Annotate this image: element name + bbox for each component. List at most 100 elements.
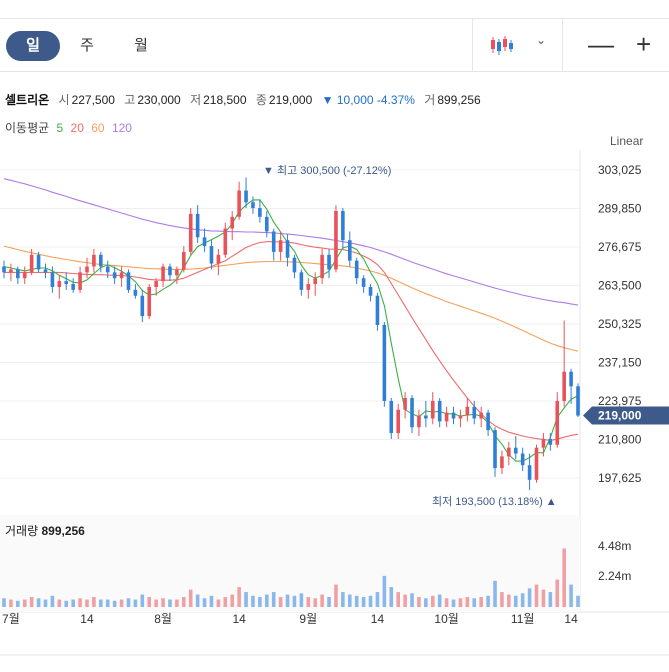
volume-bar — [375, 592, 380, 607]
candle-body — [548, 438, 553, 445]
volume-bar — [209, 595, 214, 607]
volume-value: 899,256 — [437, 93, 481, 107]
volume-bar — [285, 594, 290, 607]
volume-bar — [368, 595, 373, 607]
min-annotation: 최저 193,500 (13.18%) ▲ — [432, 495, 557, 508]
y-tick-label: 197,625 — [598, 471, 642, 485]
candle-body — [258, 208, 262, 217]
candle-body — [64, 281, 69, 285]
zoom-out-button[interactable]: — — [588, 29, 614, 59]
volume-bar — [9, 599, 13, 607]
volume-bar — [403, 594, 407, 607]
close-value: 219,000 — [268, 93, 313, 107]
volume-bar — [534, 584, 539, 607]
volume-bar — [161, 598, 165, 607]
volume-label: 거 — [424, 93, 436, 107]
candle-body — [29, 254, 34, 273]
volume-bar — [513, 595, 518, 607]
volume-bar — [140, 594, 145, 607]
volume-bar — [112, 600, 117, 607]
volume-bar — [562, 548, 566, 607]
volume-bar — [451, 599, 456, 607]
candle-body — [444, 412, 449, 422]
candle-body — [71, 284, 75, 290]
volume-bar — [576, 595, 580, 607]
high-label: 고 — [124, 93, 136, 107]
volume-bar — [500, 592, 504, 607]
ma120-line — [3, 178, 579, 306]
tab-month[interactable]: 월 — [134, 37, 148, 54]
volume-bar — [444, 598, 449, 607]
volume-bar — [50, 595, 55, 607]
candle-body — [403, 398, 407, 410]
volume-bar — [389, 587, 394, 607]
candle-body — [569, 371, 573, 387]
volume-bar — [548, 592, 553, 607]
volume-bar — [216, 599, 221, 607]
candle-body — [133, 289, 138, 296]
volume-panel — [0, 515, 580, 612]
candle-body — [251, 202, 255, 209]
y-tick-label: 223,975 — [598, 394, 642, 408]
candle-body — [188, 213, 193, 252]
tab-week[interactable]: 주 — [80, 37, 94, 54]
candle-body — [424, 415, 428, 419]
volume-title: 거래량 899,256 — [5, 522, 85, 539]
volume-bar — [154, 599, 158, 607]
volume-bar — [527, 588, 532, 607]
candlestick-chart-type-icon[interactable] — [490, 35, 516, 62]
candle-body — [486, 412, 490, 431]
volume-bar — [175, 599, 179, 607]
volume-bar — [168, 599, 172, 607]
volume-bar — [458, 598, 463, 607]
volume-bar — [71, 599, 75, 607]
candle-body — [306, 284, 311, 290]
volume-bar — [147, 597, 152, 607]
ma60-label: 60 — [91, 121, 105, 135]
current-price-label: 219,000 — [598, 409, 642, 423]
tab-day[interactable]: 일 — [6, 31, 60, 61]
volume-bar — [520, 593, 525, 607]
candle-body — [78, 272, 82, 290]
y-tick-label: 210,800 — [598, 433, 642, 447]
volume-bar — [493, 580, 497, 607]
volume-bar — [182, 597, 186, 607]
candle-body — [430, 400, 435, 419]
toolbar-divider — [562, 19, 563, 71]
max-annotation: ▼ 최고 300,500 (-27.12%) — [263, 164, 391, 177]
scale-mode-dropdown[interactable]: Linear — [610, 134, 644, 148]
candle-body — [534, 447, 539, 480]
zoom-in-button[interactable]: + — [636, 29, 652, 59]
volume-bar — [472, 598, 477, 607]
candle-body — [437, 400, 442, 422]
volume-bar — [126, 598, 131, 607]
candle-body — [9, 269, 13, 273]
volume-bar — [119, 599, 124, 607]
volume-bar — [188, 589, 193, 607]
price-summary: 셀트리온 시 227,500 고 230,000 저 218,500 종 219,000… — [5, 91, 487, 108]
candle-body — [147, 286, 152, 317]
candle-body — [368, 286, 373, 296]
volume-bar — [424, 598, 428, 607]
candle-body — [334, 210, 338, 270]
volume-bar — [354, 595, 359, 607]
chevron-down-icon[interactable]: ⌄ — [536, 33, 547, 47]
candle-body — [451, 412, 456, 419]
volume-bar — [327, 597, 331, 607]
change-value: ▼ 10,000 -4.37% — [321, 93, 415, 107]
volume-bar — [271, 592, 276, 607]
candle-body — [299, 272, 304, 290]
y-tick-label: 289,850 — [598, 202, 642, 216]
candle-body — [562, 371, 566, 401]
candle-body — [168, 266, 172, 276]
moving-average-legend: 이동평균 5 20 60 120 — [5, 119, 136, 136]
volume-bar — [347, 594, 352, 607]
candlestick-icon-glyph — [491, 36, 513, 55]
x-tick-label: 9월 — [299, 612, 317, 626]
low-value: 218,500 — [203, 93, 247, 107]
x-tick-label: 14 — [371, 612, 385, 626]
volume-bar — [237, 587, 241, 607]
candle-body — [209, 246, 214, 264]
volume-title-value: 899,256 — [41, 524, 85, 538]
